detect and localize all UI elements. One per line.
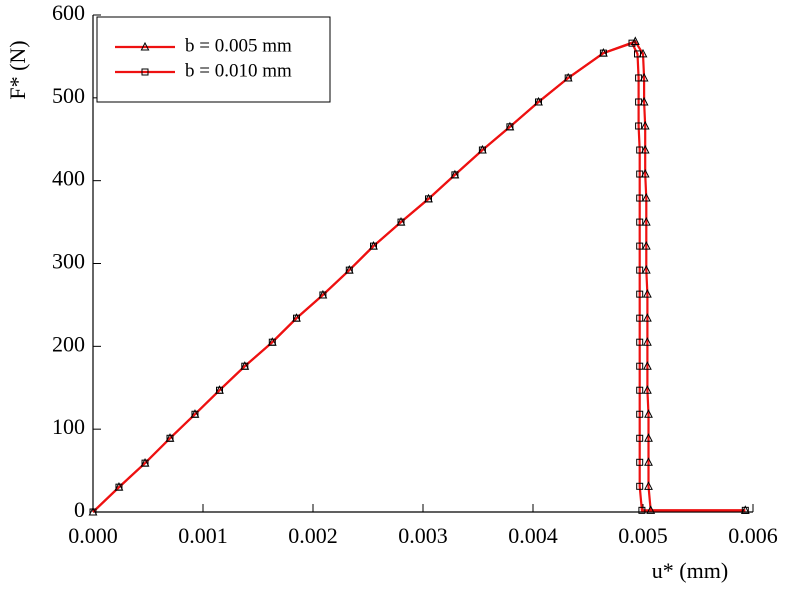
marker (634, 50, 641, 58)
marker (638, 506, 646, 514)
x-tick-label: 0.001 (178, 523, 228, 548)
marker (636, 338, 644, 346)
x-tick-label: 0.006 (728, 523, 778, 548)
marker (397, 218, 405, 226)
marker (141, 68, 149, 76)
x-tick-label: 0.005 (618, 523, 668, 548)
marker (628, 39, 636, 47)
marker (115, 483, 123, 491)
marker (641, 216, 651, 226)
x-axis-label: u* (mm) (652, 558, 728, 583)
x-tick-label: 0.004 (508, 523, 558, 548)
marker (478, 146, 486, 154)
marker (636, 458, 644, 466)
marker (644, 433, 653, 442)
marker (639, 96, 649, 106)
marker (642, 289, 652, 298)
marker (89, 508, 97, 516)
legend-box (96, 16, 331, 103)
marker (166, 434, 174, 442)
marker (642, 337, 652, 346)
marker (644, 481, 653, 490)
marker (141, 459, 149, 467)
marker (639, 72, 649, 82)
marker (191, 410, 199, 418)
marker (636, 290, 644, 298)
marker (636, 146, 644, 154)
marker (599, 49, 607, 57)
marker (636, 266, 644, 274)
marker (641, 192, 651, 202)
marker (451, 171, 459, 179)
marker (741, 506, 749, 514)
legend-label: b = 0.005 mm (185, 35, 292, 56)
y-tick-label: 500 (52, 83, 85, 108)
marker (535, 98, 542, 106)
marker (640, 168, 650, 178)
marker (640, 120, 650, 130)
y-tick-label: 0 (74, 497, 85, 522)
legend: b = 0.005 mm b = 0.010 mm (96, 16, 331, 103)
x-tick-label: 0.000 (68, 523, 118, 548)
marker (636, 482, 644, 490)
marker (425, 195, 432, 203)
marker (635, 122, 643, 130)
marker (636, 362, 644, 370)
x-tick-label: 0.003 (398, 523, 448, 548)
y-tick-label: 600 (52, 0, 85, 25)
marker (642, 313, 652, 322)
marker (642, 385, 652, 394)
y-tick-label: 400 (52, 166, 85, 191)
marker (636, 410, 644, 418)
marker (216, 386, 223, 394)
marker (636, 314, 644, 322)
marker (636, 194, 644, 202)
marker (638, 48, 648, 58)
marker (268, 338, 276, 346)
marker (641, 265, 651, 274)
y-axis-label: F* (N) (5, 40, 30, 99)
marker (319, 291, 327, 299)
marker (641, 241, 651, 250)
marker (293, 314, 300, 322)
x-tick-label: 0.002 (288, 523, 338, 548)
marker (506, 123, 514, 131)
marker (635, 98, 643, 106)
marker (140, 41, 150, 51)
marker (564, 74, 572, 82)
marker (636, 434, 644, 442)
marker (636, 218, 644, 226)
marker (241, 362, 249, 370)
marker (635, 74, 643, 82)
marker (646, 505, 656, 514)
marker (644, 457, 653, 466)
marker (636, 170, 644, 178)
y-tick-label: 300 (52, 249, 85, 274)
y-tick-label: 100 (52, 414, 85, 439)
marker (636, 386, 644, 394)
legend-label: b = 0.010 mm (185, 60, 292, 81)
marker (640, 144, 650, 154)
marker (636, 242, 644, 250)
marker (345, 266, 353, 274)
series-line (92, 41, 746, 513)
y-tick-label: 200 (52, 331, 85, 356)
marker (642, 361, 652, 370)
marker (370, 242, 377, 250)
marker (644, 409, 653, 418)
